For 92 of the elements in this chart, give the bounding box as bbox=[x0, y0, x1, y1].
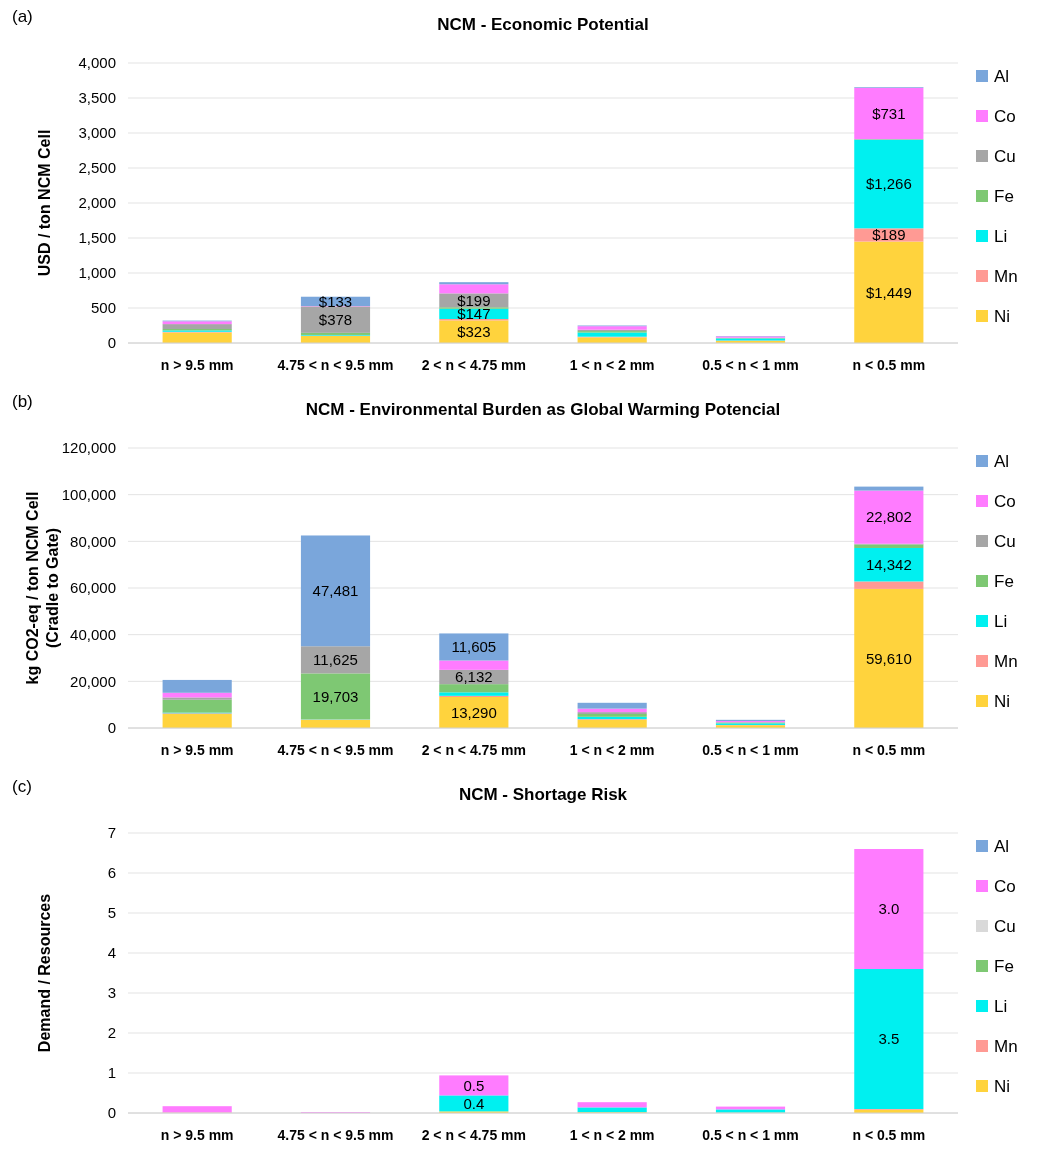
data-label: 47,481 bbox=[312, 582, 359, 600]
x-tick-label: 0.5 < n < 1 mm bbox=[702, 357, 799, 373]
y-tick-label: 2 bbox=[107, 1024, 116, 1042]
legend-label: Al bbox=[994, 451, 1010, 471]
legend-label: Ni bbox=[994, 1076, 1011, 1096]
y-tick-label: 7 bbox=[107, 824, 116, 842]
legend-label: Cu bbox=[994, 531, 1016, 551]
x-tick-label: 2 < n < 4.75 mm bbox=[421, 1127, 526, 1143]
y-tick-label: 4 bbox=[107, 944, 116, 962]
y-tick-label: 80,000 bbox=[70, 532, 116, 550]
y-tick-label: 120,000 bbox=[61, 439, 116, 457]
data-label: 3.5 bbox=[878, 1030, 900, 1048]
data-label: 13,290 bbox=[450, 703, 497, 721]
chart-title: NCM - Environmental Burden as Global Warming Potencial bbox=[305, 400, 781, 419]
y-tick-label: 2,000 bbox=[78, 194, 116, 212]
data-label: $731 bbox=[872, 104, 906, 122]
legend-label: Al bbox=[994, 836, 1010, 856]
data-label: $189 bbox=[872, 226, 906, 244]
data-label: 14,342 bbox=[865, 555, 912, 573]
y-tick-label: 2,500 bbox=[78, 159, 116, 177]
data-label: 0.4 bbox=[463, 1094, 485, 1112]
y-tick-label: 4,000 bbox=[78, 54, 116, 72]
x-tick-label: n < 0.5 mm bbox=[852, 1127, 926, 1143]
y-axis-title: kg CO2-eq / ton NCM Cell (Cradle to Gate) bbox=[24, 491, 61, 685]
y-axis-title: USD / ton NCM Cell bbox=[36, 129, 53, 277]
data-label: $133 bbox=[318, 292, 353, 310]
chart-title: NCM - Economic Potential bbox=[437, 15, 649, 34]
chart-title: NCM - Shortage Risk bbox=[458, 785, 628, 804]
text: (c) bbox=[12, 777, 32, 796]
legend-label: Ni bbox=[994, 691, 1011, 711]
x-tick-label: 1 < n < 2 mm bbox=[569, 742, 655, 758]
y-tick-label: 0 bbox=[107, 334, 116, 352]
data-label: $1,266 bbox=[865, 175, 912, 193]
y-tick-label: 500 bbox=[90, 299, 116, 317]
y-tick-label: 20,000 bbox=[70, 672, 116, 690]
legend-label: Mn bbox=[994, 1036, 1018, 1056]
legend-label: Cu bbox=[994, 916, 1016, 936]
data-label: 59,610 bbox=[865, 649, 912, 667]
y-tick-label: 40,000 bbox=[70, 625, 116, 643]
legend-label: Li bbox=[994, 611, 1008, 631]
data-label: 3.0 bbox=[878, 900, 900, 918]
x-tick-label: n < 0.5 mm bbox=[852, 742, 926, 758]
x-tick-label: 0.5 < n < 1 mm bbox=[702, 1127, 799, 1143]
x-tick-label: 4.75 < n < 9.5 mm bbox=[277, 1127, 394, 1143]
data-label: 6,132 bbox=[455, 668, 493, 686]
x-tick-label: 2 < n < 4.75 mm bbox=[421, 357, 526, 373]
legend-label: Li bbox=[994, 996, 1008, 1016]
data-label: 22,802 bbox=[865, 508, 912, 526]
y-tick-label: 100,000 bbox=[61, 485, 116, 503]
legend-label: Mn bbox=[994, 651, 1018, 671]
y-tick-label: 60,000 bbox=[70, 579, 116, 597]
y-tick-label: 1 bbox=[107, 1064, 116, 1082]
x-tick-label: 1 < n < 2 mm bbox=[569, 1127, 655, 1143]
x-tick-label: 4.75 < n < 9.5 mm bbox=[277, 357, 394, 373]
x-tick-label: n < 0.5 mm bbox=[852, 357, 926, 373]
y-tick-label: 5 bbox=[107, 904, 116, 922]
text: (b) bbox=[12, 392, 33, 411]
legend-label: Fe bbox=[994, 571, 1014, 591]
data-label: 11,605 bbox=[451, 638, 497, 656]
data-label: 19,703 bbox=[312, 687, 359, 705]
y-tick-label: 0 bbox=[107, 1104, 116, 1122]
x-tick-label: 0.5 < n < 1 mm bbox=[702, 742, 799, 758]
y-tick-label: 3 bbox=[107, 984, 116, 1002]
legend-label: Li bbox=[994, 226, 1008, 246]
data-label: $323 bbox=[457, 322, 491, 340]
legend-label: Co bbox=[994, 876, 1016, 896]
legend-label: Mn bbox=[994, 266, 1018, 286]
y-tick-label: 1,500 bbox=[78, 229, 116, 247]
x-tick-label: 4.75 < n < 9.5 mm bbox=[277, 742, 394, 758]
y-axis-title: Demand / Resources bbox=[36, 893, 53, 1053]
legend-label: Fe bbox=[994, 956, 1014, 976]
x-tick-label: n > 9.5 mm bbox=[160, 1127, 234, 1143]
y-tick-label: 1,000 bbox=[78, 264, 116, 282]
y-tick-label: 6 bbox=[107, 864, 116, 882]
data-label: $378 bbox=[318, 310, 353, 328]
data-label: 11,625 bbox=[313, 651, 358, 669]
y-tick-label: 0 bbox=[107, 719, 116, 737]
legend-label: Co bbox=[994, 106, 1016, 126]
legend-label: Fe bbox=[994, 186, 1014, 206]
legend-label: Cu bbox=[994, 146, 1016, 166]
legend-label: Ni bbox=[994, 306, 1011, 326]
data-label: 0.5 bbox=[463, 1076, 485, 1094]
legend-label: Al bbox=[994, 66, 1010, 86]
x-tick-label: n > 9.5 mm bbox=[160, 357, 234, 373]
x-tick-label: n > 9.5 mm bbox=[160, 742, 234, 758]
y-tick-label: 3,500 bbox=[78, 89, 116, 107]
x-tick-label: 2 < n < 4.75 mm bbox=[421, 742, 526, 758]
y-tick-label: 3,000 bbox=[78, 124, 116, 142]
legend-label: Co bbox=[994, 491, 1016, 511]
data-label: $1,449 bbox=[865, 283, 912, 301]
text: (a) bbox=[12, 7, 33, 26]
x-tick-label: 1 < n < 2 mm bbox=[569, 357, 655, 373]
